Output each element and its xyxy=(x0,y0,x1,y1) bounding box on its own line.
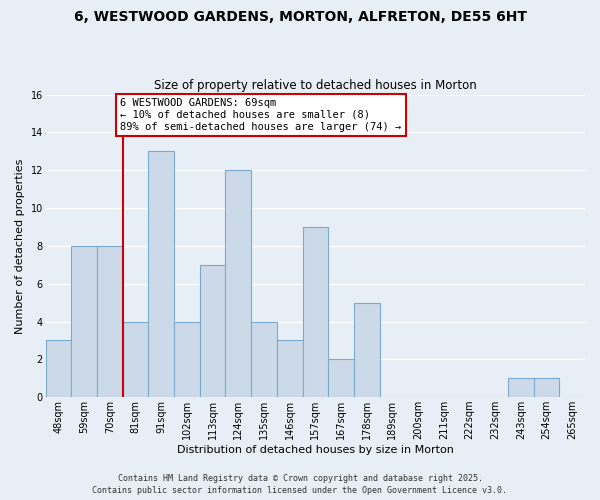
Bar xyxy=(328,360,354,397)
Bar xyxy=(354,302,380,397)
X-axis label: Distribution of detached houses by size in Morton: Distribution of detached houses by size … xyxy=(177,445,454,455)
Text: Contains HM Land Registry data © Crown copyright and database right 2025.
Contai: Contains HM Land Registry data © Crown c… xyxy=(92,474,508,495)
Bar xyxy=(97,246,123,397)
Bar xyxy=(533,378,559,397)
Bar xyxy=(174,322,200,397)
Y-axis label: Number of detached properties: Number of detached properties xyxy=(15,158,25,334)
Bar xyxy=(71,246,97,397)
Bar xyxy=(251,322,277,397)
Bar xyxy=(277,340,302,397)
Bar xyxy=(123,322,148,397)
Bar xyxy=(148,152,174,397)
Bar xyxy=(200,265,226,397)
Bar xyxy=(302,227,328,397)
Bar xyxy=(226,170,251,397)
Text: 6 WESTWOOD GARDENS: 69sqm
← 10% of detached houses are smaller (8)
89% of semi-d: 6 WESTWOOD GARDENS: 69sqm ← 10% of detac… xyxy=(120,98,401,132)
Bar xyxy=(46,340,71,397)
Bar xyxy=(508,378,533,397)
Title: Size of property relative to detached houses in Morton: Size of property relative to detached ho… xyxy=(154,79,477,92)
Text: 6, WESTWOOD GARDENS, MORTON, ALFRETON, DE55 6HT: 6, WESTWOOD GARDENS, MORTON, ALFRETON, D… xyxy=(74,10,527,24)
